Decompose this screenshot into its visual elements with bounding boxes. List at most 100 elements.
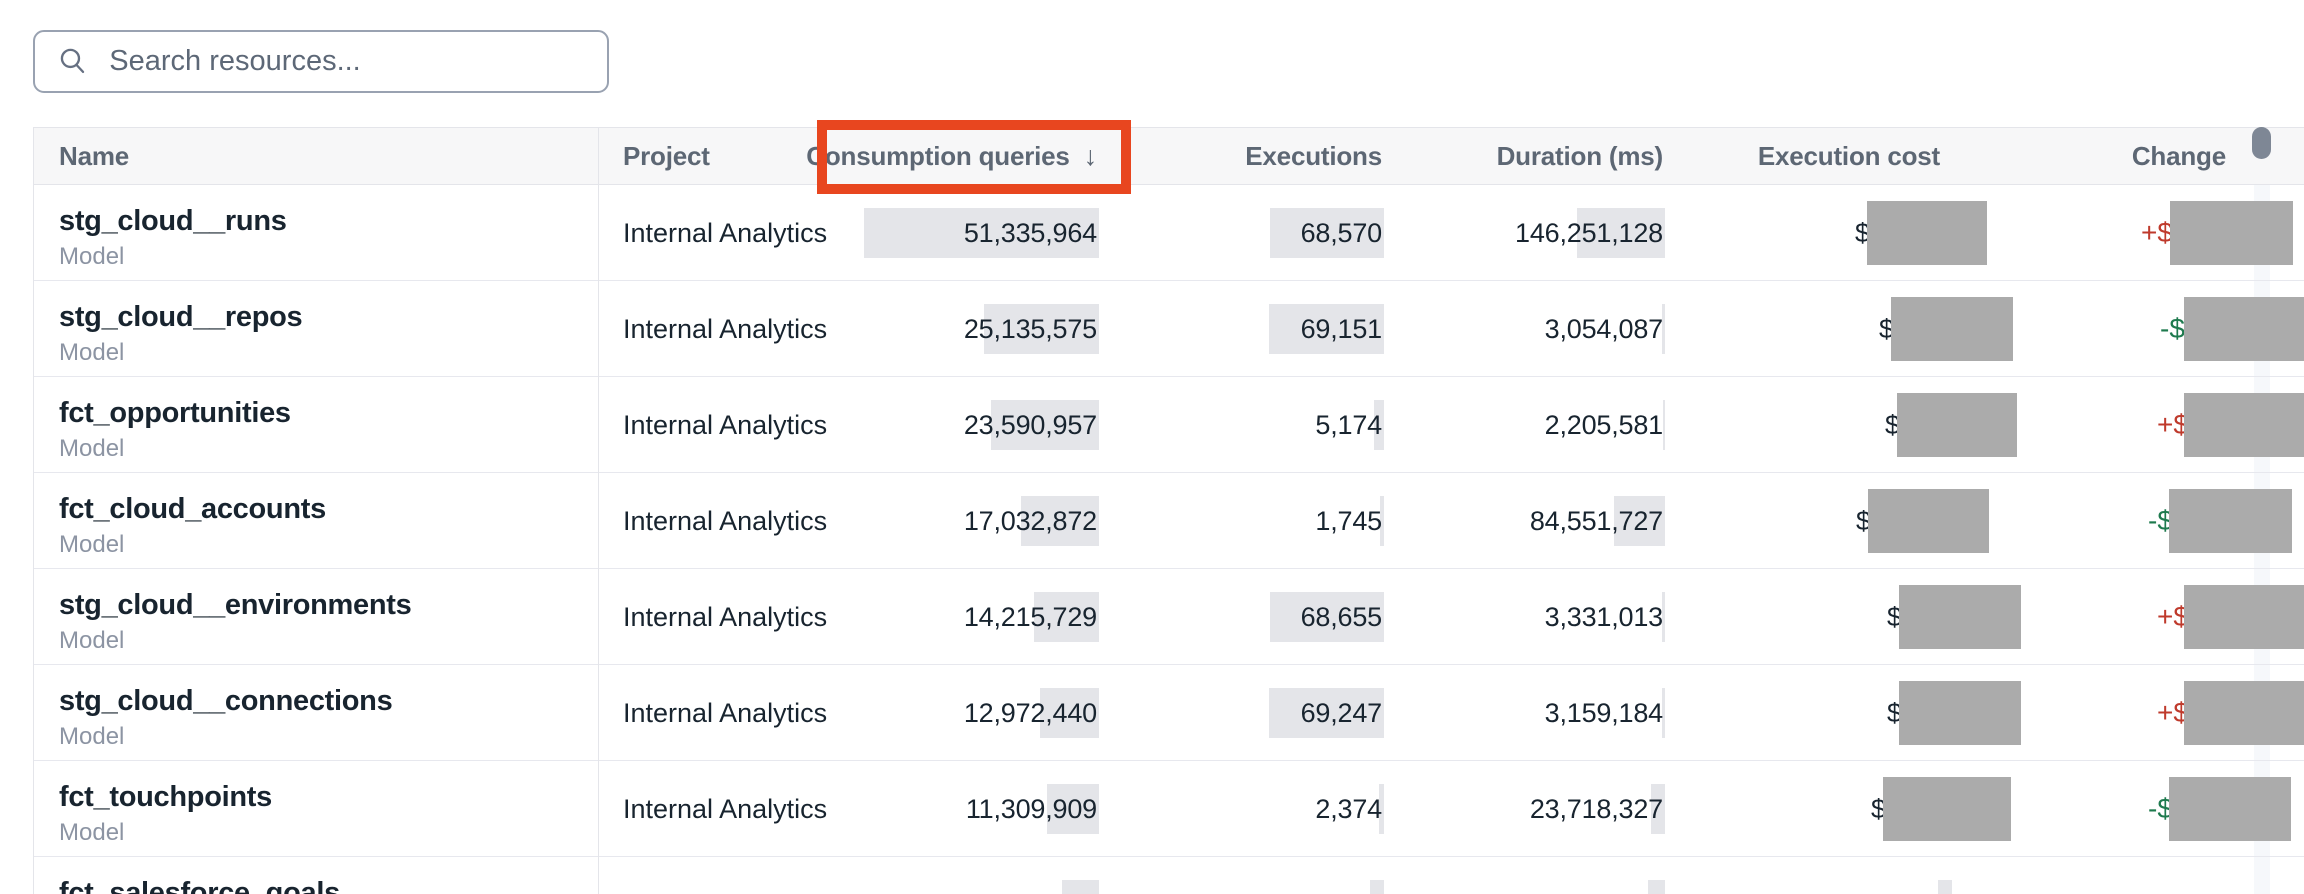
data-magnitude-bar [864,208,1099,258]
project-name: Internal Analytics [623,217,828,248]
search-icon [60,48,85,73]
execution-cost-redaction-box [1891,297,2013,361]
execution-cost-currency-prefix: $ [1855,217,1871,248]
resource-name[interactable]: stg_cloud__repos [59,301,303,333]
change-sign: -$ [2148,505,2173,536]
project-name: Internal Analytics [623,601,828,632]
data-magnitude-bar [1034,592,1099,642]
resource-type-label: Model [59,531,125,558]
execution-cost-currency-prefix: $ [1871,793,1887,824]
resource-name-cell: fct_cloud_accounts Model [34,473,598,568]
consumption-queries-value: 14,215,729 [963,601,1097,632]
executions-value: 68,655 [1300,601,1383,632]
resource-name-cell: stg_cloud__runs Model [34,185,598,280]
project-name: Internal Analytics [623,313,828,344]
duration-value: 3,054,087 [1544,313,1664,344]
consumption-queries-value: 51,335,964 [963,217,1097,248]
consumption-queries-value: 17,032,872 [963,505,1097,536]
column-header-change[interactable]: Change [2131,140,2226,171]
resource-name[interactable]: stg_cloud__environments [59,589,412,621]
resource-type-label: Model [59,819,125,846]
table-row[interactable]: stg_cloud__environments Model Internal Ana… [34,569,2304,665]
resource-name[interactable]: fct_opportunities [59,397,291,429]
change-sign: -$ [2148,793,2173,824]
duration-value: 23,718,327 [1529,793,1663,824]
column-header-name[interactable]: Name [59,140,130,171]
data-magnitude-bar [1047,784,1099,834]
resource-name-cell: fct_salesforce_goals [34,857,598,894]
execution-cost-redaction-box [1899,585,2021,649]
duration-value: 3,331,013 [1544,601,1664,632]
data-magnitude-bar [1062,880,1099,894]
data-magnitude-bar [1270,592,1384,642]
resource-name[interactable]: fct_salesforce_goals [59,877,340,894]
consumption-queries-value: 23,590,957 [963,409,1097,440]
resource-name-cell: fct_opportunities Model [34,377,598,472]
resource-name[interactable]: fct_cloud_accounts [59,493,326,525]
resource-type-label: Model [59,339,125,366]
duration-value: 2,205,581 [1544,409,1664,440]
duration-value: 3,159,184 [1544,697,1664,728]
resource-name[interactable]: stg_cloud__runs [59,205,287,237]
change-sign: +$ [2157,697,2189,728]
resource-type-label: Model [59,435,125,462]
execution-cost-currency-prefix: $ [1887,697,1903,728]
executions-value: 69,151 [1300,313,1383,344]
resources-table: Name Project Consumption queries ↓ Execu… [33,127,2304,894]
execution-cost-redaction-box [1899,681,2021,745]
column-divider [598,127,599,894]
change-sign: +$ [2141,217,2173,248]
column-header-project[interactable]: Project [623,140,710,171]
execution-cost-redaction-box [1897,393,2017,457]
resource-type-label: Model [59,723,125,750]
executions-value: 2,374 [1315,793,1382,824]
executions-value: 69,247 [1300,697,1383,728]
column-header-consumption-label: Consumption queries [806,140,1070,171]
execution-cost-redaction-box [1883,777,2011,841]
change-sign: -$ [2160,313,2185,344]
table-row[interactable]: fct_salesforce_goals [34,857,2304,894]
resource-name[interactable]: fct_touchpoints [59,781,272,813]
consumption-queries-value: 11,309,909 [965,793,1097,824]
change-redaction-box [2169,489,2292,553]
table-row[interactable]: stg_cloud__runs Model Internal Analytics 51… [34,185,2304,281]
table-row[interactable]: fct_cloud_accounts Model Internal Analytic… [34,473,2304,569]
data-magnitude-bar [1379,784,1384,834]
table-row[interactable]: stg_cloud__repos Model Internal Analytics 2… [34,281,2304,377]
data-magnitude-bar [1577,208,1665,258]
project-name: Internal Analytics [623,409,828,440]
data-magnitude-bar [1648,880,1665,894]
table-row[interactable]: fct_touchpoints Model Internal Analytics 11… [34,761,2304,857]
execution-cost-redaction-box [1868,489,1989,553]
data-magnitude-bar [1269,304,1384,354]
sort-descending-icon: ↓ [1083,140,1098,171]
data-magnitude-bar [1040,688,1099,738]
data-magnitude-bar [1370,880,1384,894]
search-input[interactable] [107,44,585,79]
duration-value: 146,251,128 [1515,217,1663,248]
resource-name-cell: stg_cloud__environments Model [34,569,598,664]
change-sign: +$ [2157,409,2189,440]
executions-value: 1,745 [1315,505,1382,536]
change-redaction-box [2169,777,2291,841]
execution-cost-redaction-box [1867,201,1987,265]
data-magnitude-bar [984,304,1099,354]
data-magnitude-bar [1270,208,1384,258]
column-header-consumption-queries[interactable]: Consumption queries ↓ [806,128,1097,184]
column-header-execution-cost[interactable]: Execution cost [1757,140,1940,171]
duration-value: 84,551,727 [1529,505,1663,536]
table-row[interactable]: fct_opportunities Model Internal Analytics… [34,377,2304,473]
column-header-duration[interactable]: Duration (ms) [1496,140,1664,171]
data-magnitude-bar [1651,784,1665,834]
column-header-executions[interactable]: Executions [1245,140,1382,171]
executions-value: 68,570 [1300,217,1383,248]
consumption-queries-value: 12,972,440 [963,697,1097,728]
vertical-scrollbar-thumb[interactable] [2252,127,2271,159]
resource-name[interactable]: stg_cloud__connections [59,685,393,717]
table-row[interactable]: stg_cloud__connections Model Internal Anal… [34,665,2304,761]
project-name: Internal Analytics [623,505,828,536]
search-box[interactable] [33,30,609,93]
execution-cost-currency-prefix: $ [1885,409,1901,440]
data-magnitude-bar [1663,400,1665,450]
data-magnitude-bar [1269,688,1384,738]
